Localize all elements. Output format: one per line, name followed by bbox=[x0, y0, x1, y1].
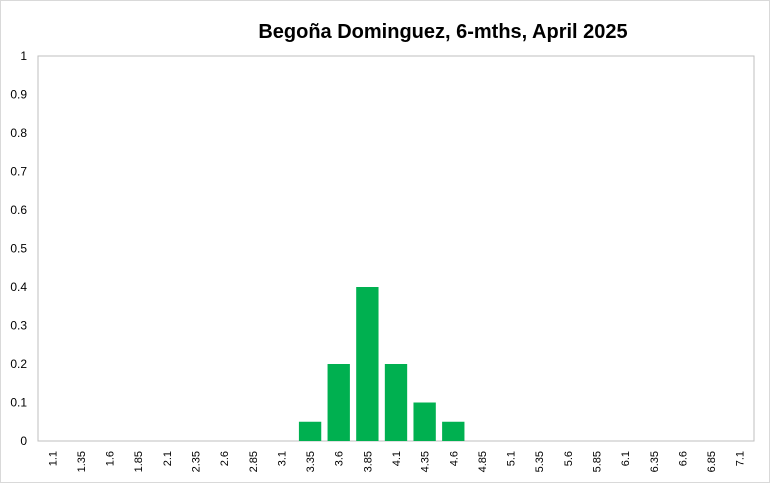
x-tick-label: 5.35 bbox=[534, 451, 546, 472]
x-tick-label: 4.35 bbox=[420, 451, 432, 472]
y-tick-label: 0.7 bbox=[10, 165, 27, 179]
y-tick-label: 1 bbox=[20, 49, 27, 63]
x-tick-label: 3.35 bbox=[305, 451, 317, 472]
x-tick-label: 4.1 bbox=[391, 451, 403, 466]
x-tick-label: 6.35 bbox=[649, 451, 661, 472]
x-tick-label: 2.1 bbox=[162, 451, 174, 466]
y-tick-label: 0.9 bbox=[10, 88, 27, 102]
bar-4.6 bbox=[442, 421, 465, 441]
chart-title: Begoña Dominguez, 6-mths, April 2025 bbox=[258, 21, 627, 43]
x-tick-label: 6.85 bbox=[706, 451, 718, 472]
x-tick-label: 5.1 bbox=[506, 451, 518, 466]
bar-4.1 bbox=[384, 364, 408, 441]
x-tick-label: 3.85 bbox=[362, 451, 374, 472]
y-tick-label: 0.1 bbox=[10, 396, 27, 410]
x-tick-label: 1.6 bbox=[105, 451, 117, 466]
x-tick-label: 6.6 bbox=[677, 451, 689, 466]
bar-4.35 bbox=[413, 402, 436, 441]
x-tick-label: 2.6 bbox=[219, 451, 231, 466]
y-tick-label: 0.5 bbox=[10, 242, 27, 256]
y-tick-label: 0.8 bbox=[10, 126, 27, 140]
x-tick-label: 3.1 bbox=[276, 451, 288, 466]
x-tick-label: 7.1 bbox=[735, 451, 747, 466]
x-tick-label: 5.6 bbox=[563, 451, 575, 466]
x-tick-label: 4.85 bbox=[477, 451, 489, 472]
x-axis-ticks: 1.1 1.35 1.6 1.85 2.1 2.35 2.6 2.85 3.1 3.35 3.6 3.… bbox=[47, 451, 746, 472]
x-tick-label: 2.85 bbox=[248, 451, 260, 472]
y-tick-label: 0.6 bbox=[10, 203, 27, 217]
y-tick-label: 0.4 bbox=[10, 280, 27, 294]
x-tick-label: 1.85 bbox=[133, 451, 145, 472]
x-tick-label: 6.1 bbox=[620, 451, 632, 466]
bar-3.6 bbox=[327, 364, 350, 441]
y-axis-ticks: 0 0.1 0.2 0.3 0.4 0.5 0.6 0.7 0.8 0.9 1 bbox=[10, 49, 27, 448]
y-tick-label: 0.2 bbox=[10, 357, 27, 371]
y-tick-label: 0 bbox=[20, 434, 27, 448]
bar-3.85 bbox=[356, 287, 379, 441]
bar-3.35 bbox=[298, 421, 322, 441]
x-tick-label: 3.6 bbox=[334, 451, 346, 466]
x-tick-label: 1.35 bbox=[76, 451, 88, 472]
x-tick-label: 2.35 bbox=[191, 451, 203, 472]
y-tick-label: 0.3 bbox=[10, 319, 27, 333]
bars bbox=[298, 287, 465, 441]
x-tick-label: 4.6 bbox=[448, 451, 460, 466]
x-tick-label: 5.85 bbox=[591, 451, 603, 472]
x-tick-label: 1.1 bbox=[47, 451, 59, 466]
